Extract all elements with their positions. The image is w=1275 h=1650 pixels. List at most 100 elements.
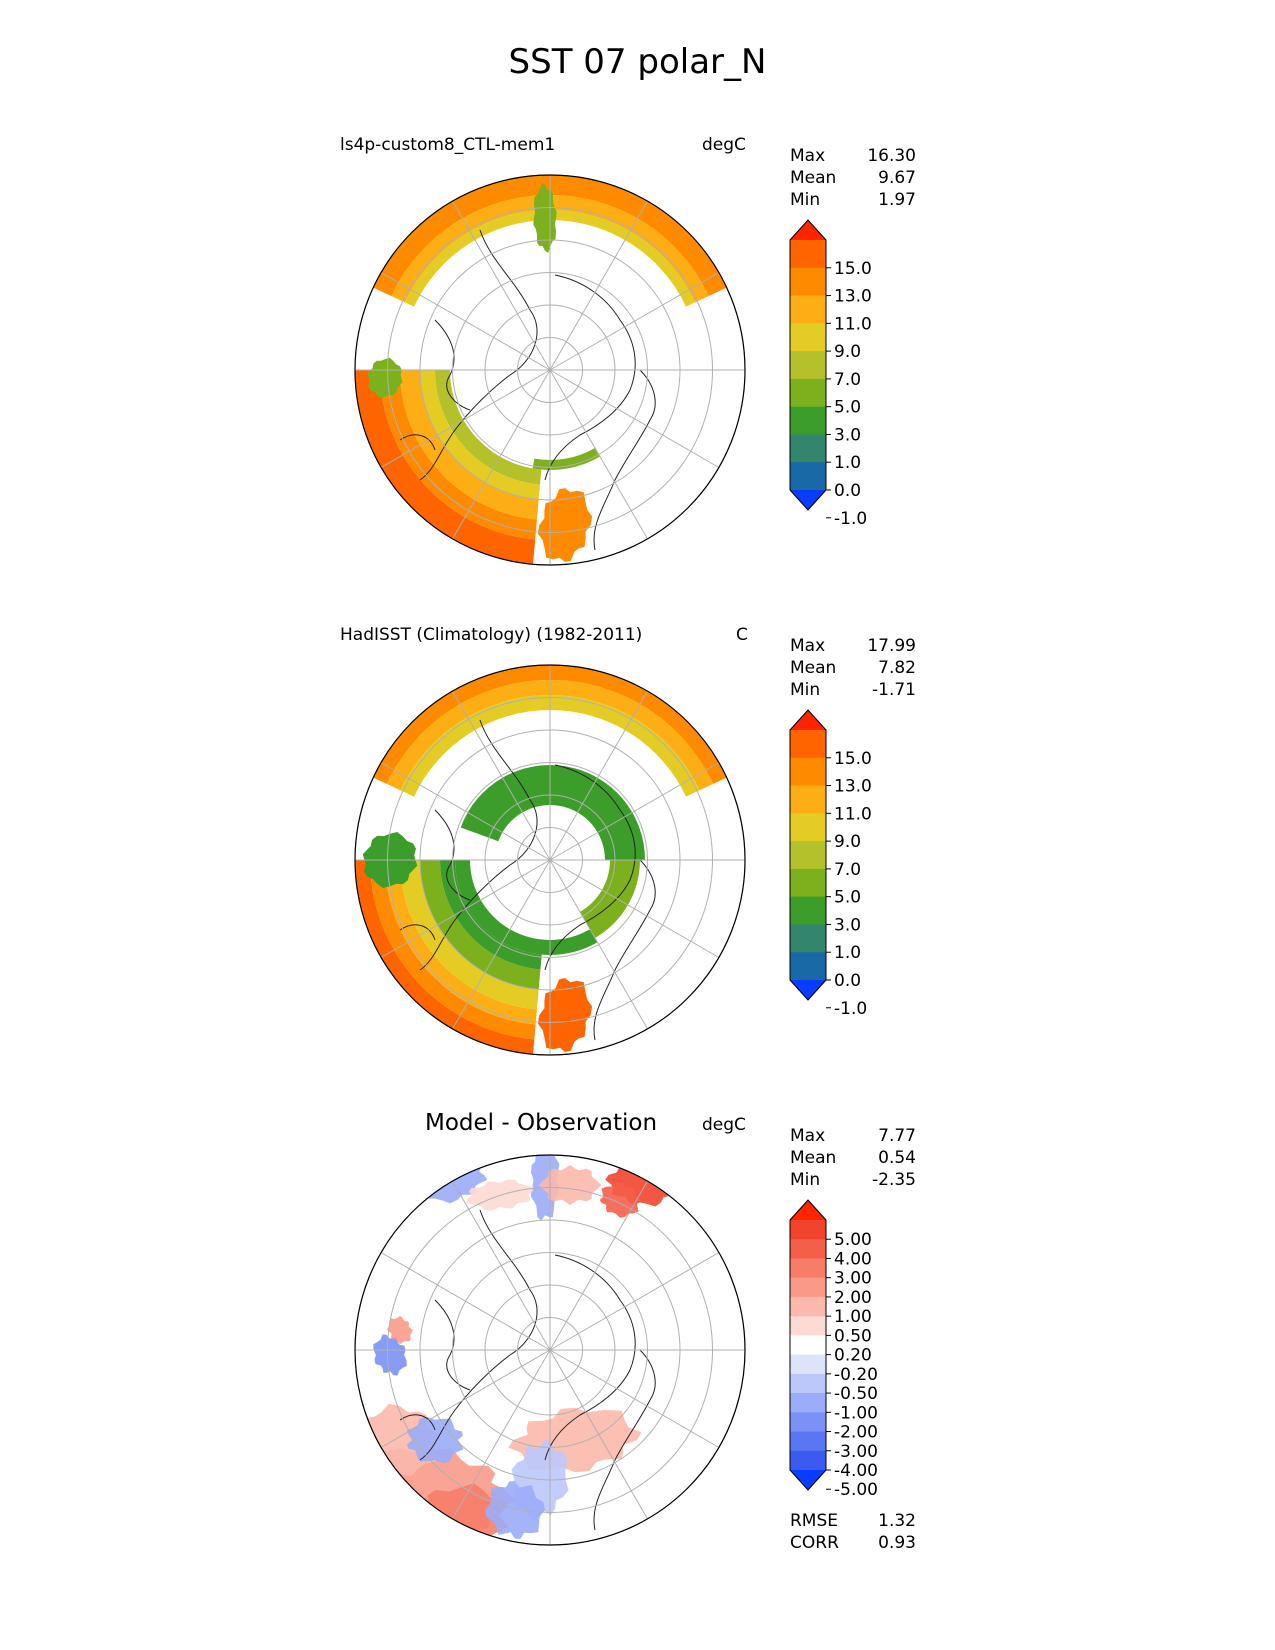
coastline: [399, 1414, 436, 1431]
coastline: [434, 319, 471, 411]
coastline: [434, 809, 471, 901]
panel-title: HadISST (Climatology) (1982-2011): [340, 625, 643, 645]
stats-block: Max 16.30 Mean 9.67 Min 1.97: [790, 145, 916, 211]
colorbar-segment: [790, 1277, 826, 1298]
colorbar-segment: [790, 323, 826, 352]
colorbar-segment: [790, 1373, 826, 1394]
colorbar-tick-label: -1.0: [834, 999, 867, 1019]
meridian: [549, 690, 648, 861]
colorbar-segment: [790, 813, 826, 842]
colorbar-tick-label: 11.0: [834, 804, 872, 824]
sst-band: [435, 370, 542, 485]
meridian: [452, 1349, 551, 1520]
map-field: [355, 1155, 675, 1545]
colorbar-tick-label: 2.00: [834, 1288, 872, 1308]
polar-map: [354, 174, 746, 566]
sst-band: [440, 860, 542, 970]
coastline: [593, 859, 656, 1041]
stat-label: Min: [790, 190, 821, 210]
coastline: [593, 369, 656, 551]
stats-block: Max 7.77 Mean 0.54 Min -2.35: [790, 1125, 916, 1191]
colorbar-tick-label: -3.00: [834, 1442, 878, 1462]
stat-label: Min: [790, 680, 821, 700]
colorbar-extend-max: [790, 710, 826, 730]
meridian: [380, 272, 551, 371]
sst-band: [460, 765, 645, 860]
colorbar-segment: [790, 295, 826, 324]
meridian: [452, 369, 551, 540]
sst-patch: [537, 488, 593, 562]
colorbar-tick-label: -0.50: [834, 1384, 878, 1404]
colorbar: 5.004.003.002.001.000.500.20-0.20-0.50-1…: [789, 1199, 878, 1500]
colorbar-tick-label: -1.0: [834, 509, 867, 529]
colorbar-segment: [790, 1412, 826, 1433]
sst-band: [400, 860, 539, 1010]
stat-label: Max: [790, 1126, 826, 1146]
colorbar-extend-max: [790, 220, 826, 240]
panel-difference: Model - Observation degC Max 7.77 Mean 0.5…: [0, 1110, 1275, 1600]
colorbar-tick-label: 5.0: [834, 398, 861, 418]
meridian: [549, 1349, 720, 1448]
colorbar-tick-label: 0.50: [834, 1326, 872, 1346]
polar-map: [354, 1154, 746, 1546]
stat-label: Max: [790, 146, 826, 166]
polar-map: [354, 664, 746, 1056]
coastline: [593, 1349, 656, 1531]
colorbar-tick-label: 13.0: [834, 287, 872, 307]
colorbar-tick-label: 0.0: [834, 971, 861, 991]
colorbar-tick-label: -4.00: [834, 1461, 878, 1481]
diff-patch: [538, 1165, 602, 1205]
map-field: [355, 665, 732, 1055]
colorbar-segment: [790, 351, 826, 380]
colorbar-tick-label: 1.0: [834, 453, 861, 473]
colorbar-tick-label: 15.0: [834, 259, 872, 279]
colorbar-segment: [790, 868, 826, 898]
colorbar-segment: [790, 1220, 826, 1240]
sst-band: [420, 370, 540, 500]
colorbar-tick-label: -1.00: [834, 1403, 878, 1423]
colorbar-tick-label: -5.00: [834, 1480, 878, 1500]
colorbar-extend-min: [790, 490, 826, 510]
meridian: [452, 690, 551, 861]
units-label: degC: [702, 1115, 746, 1135]
stat-label: Min: [790, 1170, 821, 1190]
stat-label: Mean: [790, 168, 837, 188]
colorbar-tick-label: -0.20: [834, 1365, 878, 1385]
coastline: [419, 229, 538, 481]
sst-band: [386, 680, 714, 791]
meridian: [549, 1349, 648, 1520]
colorbar-tick-label: 7.0: [834, 860, 861, 880]
panel-title: Model - Observation: [425, 1110, 658, 1136]
stat-value: 7.82: [878, 658, 916, 678]
stat-label: Max: [790, 636, 826, 656]
sst-patch: [537, 978, 593, 1052]
coastline: [399, 924, 436, 941]
metric-label: CORR: [790, 1533, 839, 1553]
sst-band: [355, 860, 535, 1055]
colorbar-segment: [790, 1296, 826, 1317]
stat-label: Mean: [790, 658, 837, 678]
units-label: degC: [702, 135, 746, 155]
sst-band: [391, 195, 709, 303]
meridian: [549, 200, 648, 371]
map-boundary: [354, 1154, 746, 1546]
meridian: [549, 1180, 648, 1351]
meridian: [549, 272, 720, 371]
coastline: [544, 274, 636, 481]
sst-patch: [367, 357, 403, 399]
stats-block: Max 17.99 Mean 7.82 Min -1.71: [790, 635, 916, 701]
colorbar-segment: [790, 1431, 826, 1452]
colorbar-segment: [790, 267, 826, 297]
colorbar-tick-label: 4.00: [834, 1249, 872, 1269]
colorbar-segment: [790, 1393, 826, 1413]
sst-band: [404, 209, 696, 307]
meridian: [380, 1349, 551, 1448]
coastline: [419, 1209, 538, 1461]
meridian: [549, 369, 648, 540]
coastline: [399, 434, 436, 451]
metric-label: RMSE: [790, 1511, 839, 1531]
colorbar-tick-label: 13.0: [834, 777, 872, 797]
colorbar-tick-label: 0.20: [834, 1346, 872, 1366]
diff-patch: [373, 1334, 407, 1376]
colorbar-tick-label: 3.00: [834, 1269, 872, 1289]
